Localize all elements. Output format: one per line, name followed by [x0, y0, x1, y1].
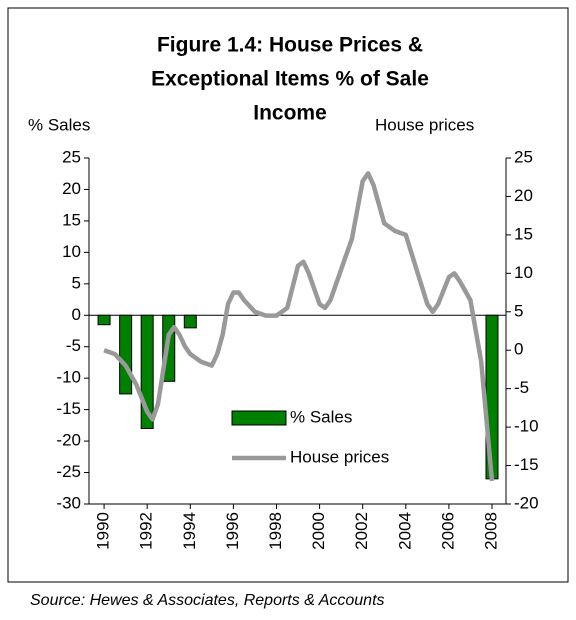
y2-tick-label: 10 [514, 263, 533, 282]
chart-title: Income [253, 102, 327, 125]
legend-swatch [231, 410, 287, 426]
y-tick-label: 20 [62, 179, 81, 198]
y-tick-label: 5 [72, 273, 81, 292]
y-tick-label: 10 [62, 242, 81, 261]
y2-axis-label: House prices [375, 115, 474, 134]
y2-tick-label: 0 [514, 340, 523, 359]
x-tick-label: 2006 [438, 512, 457, 550]
x-tick-label: 1992 [137, 512, 156, 550]
x-tick-label: 2008 [481, 512, 500, 550]
x-tick-label: 1998 [266, 512, 285, 550]
source-note: Source: Hewes & Associates, Reports & Ac… [30, 592, 385, 609]
legend-label: House prices [290, 447, 389, 466]
x-tick-label: 1990 [94, 512, 113, 550]
y-tick-label: -5 [66, 336, 81, 355]
y-tick-label: -25 [56, 462, 81, 481]
line [103, 171, 495, 482]
bar [183, 314, 197, 329]
chart-title: Exceptional Items % of Sale [151, 68, 429, 91]
y-tick-label: -10 [56, 368, 81, 387]
y-tick-label: -30 [56, 493, 81, 512]
y-tick-label: 25 [62, 147, 81, 166]
x-tick-label: 1994 [180, 512, 199, 550]
y2-tick-label: -5 [514, 378, 529, 397]
y-tick-label: 0 [72, 305, 81, 324]
y2-tick-label: -10 [514, 417, 539, 436]
y2-tick-label: -20 [514, 493, 539, 512]
y-tick-label: 15 [62, 210, 81, 229]
y2-tick-label: 5 [514, 301, 523, 320]
x-tick-label: 2002 [352, 512, 371, 550]
y2-tick-label: 15 [514, 224, 533, 243]
x-tick-label: 2000 [309, 512, 328, 550]
chart-title: Figure 1.4: House Prices & [157, 34, 423, 57]
bar [119, 314, 133, 395]
chart-frame [7, 7, 569, 583]
y2-tick-label: 25 [514, 147, 533, 166]
y-axis-label: % Sales [28, 115, 90, 134]
y2-tick-label: 20 [514, 186, 533, 205]
bar [97, 314, 111, 326]
y-tick-label: -15 [56, 399, 81, 418]
legend-label: % Sales [290, 407, 352, 426]
y2-tick-label: -15 [514, 455, 539, 474]
x-tick-label: 2004 [395, 512, 414, 550]
x-tick-label: 1996 [223, 512, 242, 550]
y-tick-label: -20 [56, 431, 81, 450]
